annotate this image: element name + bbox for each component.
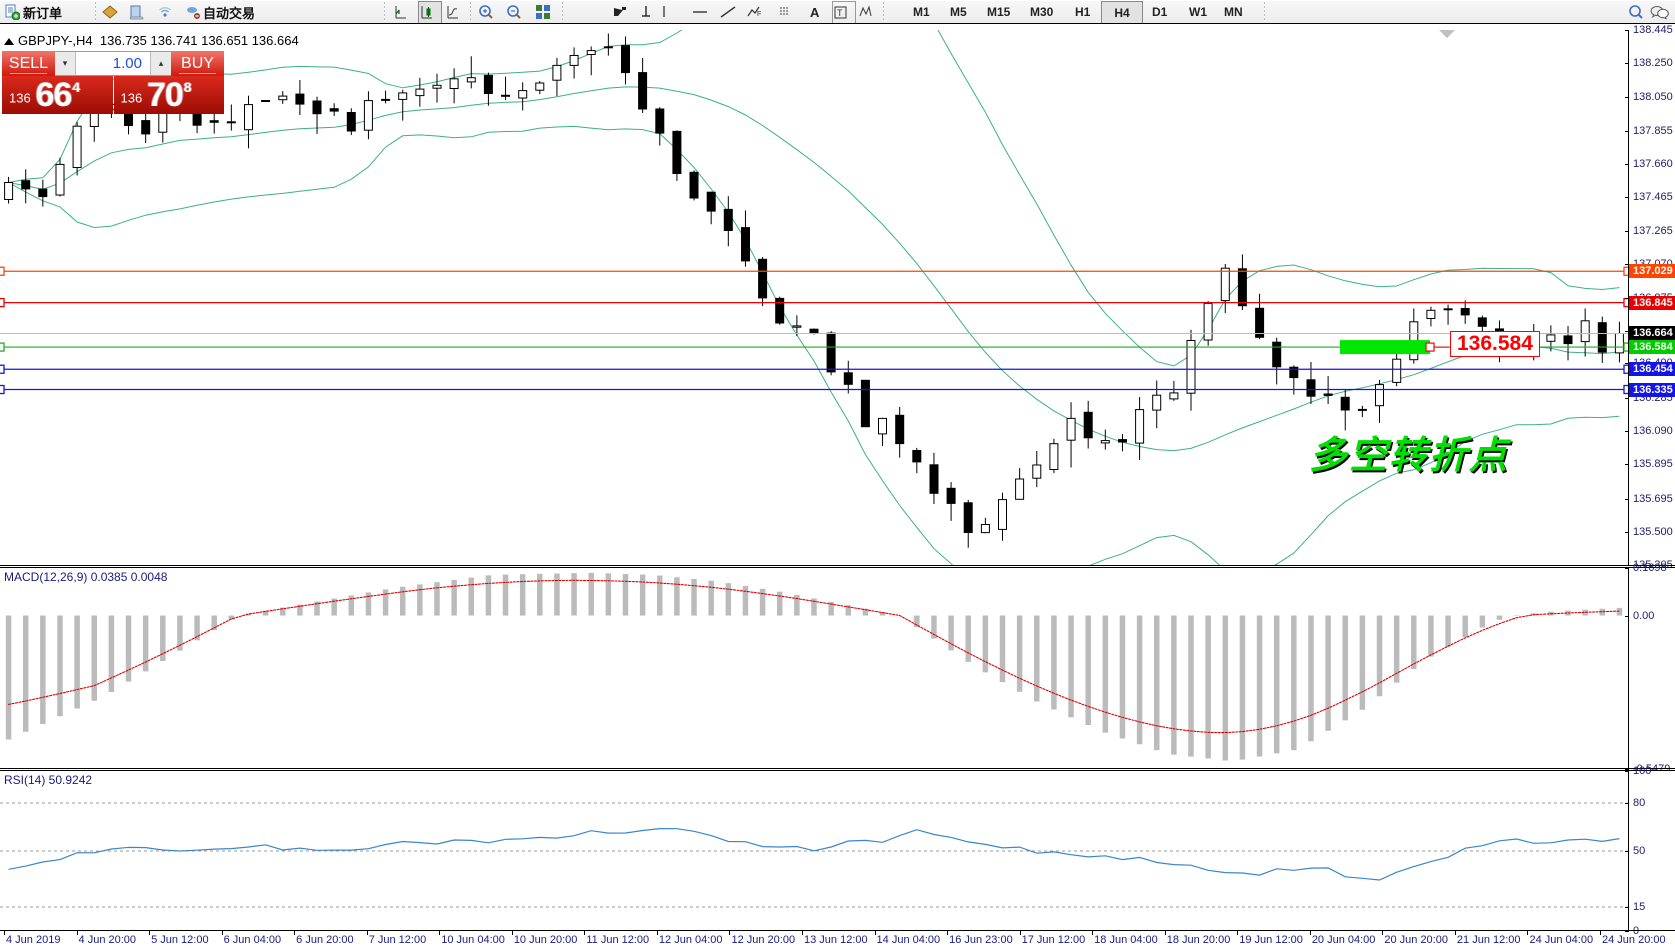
svg-text:T: T [837, 8, 843, 18]
svg-text:F: F [757, 11, 761, 18]
svg-text:A: A [810, 5, 820, 20]
